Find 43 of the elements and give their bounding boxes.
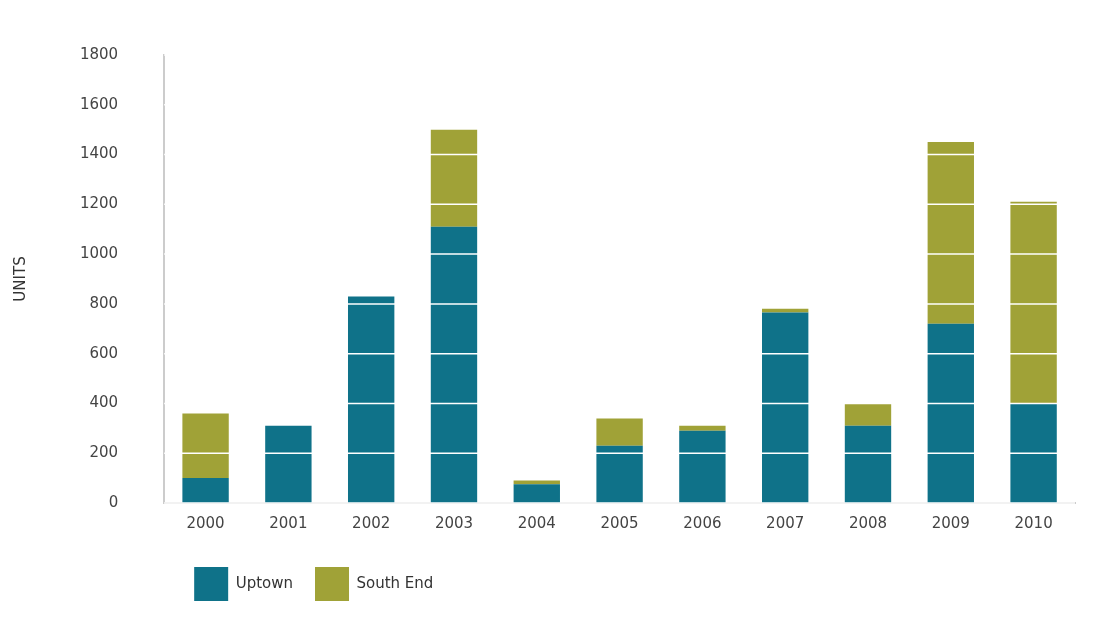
y-axis-title: UNITS (10, 256, 29, 302)
y-tick-label: 1200 (79, 194, 119, 213)
x-tick-label: 2004 (517, 513, 556, 532)
x-tick-label: 2000 (186, 513, 225, 532)
bar (762, 308, 809, 313)
bar (348, 296, 395, 503)
x-tick-label: 2002 (352, 513, 391, 532)
bar (844, 403, 892, 426)
bar (1010, 201, 1057, 404)
x-tick-label: 2007 (766, 513, 805, 532)
y-tick-label: 1000 (79, 244, 119, 262)
x-tick-label: 2003 (434, 513, 474, 532)
x-tick-label: 2006 (683, 513, 722, 532)
bar (182, 413, 229, 479)
x-tick-label: 2005 (600, 513, 639, 532)
bar (844, 425, 892, 503)
bar (182, 478, 229, 503)
bar (762, 312, 809, 503)
y-tick-label: 600 (89, 343, 119, 362)
bar (430, 226, 478, 503)
x-tick-label: 2009 (931, 513, 970, 532)
bar (596, 445, 643, 503)
bar (679, 430, 726, 503)
y-tick-label: 1400 (79, 144, 119, 163)
bar (596, 418, 643, 446)
y-tick-label: 400 (89, 393, 119, 412)
bar (513, 484, 560, 503)
bar (927, 323, 974, 503)
y-tick-label: 1800 (79, 44, 119, 63)
bar (1010, 403, 1057, 503)
x-tick-label: 2008 (848, 513, 888, 532)
y-tick-label: 1600 (79, 94, 119, 113)
legend-label: South End (356, 573, 434, 592)
bar (430, 129, 478, 227)
y-tick-label: 200 (89, 443, 119, 462)
bar (679, 425, 726, 431)
x-tick-label: 2001 (269, 513, 308, 532)
bar (265, 425, 312, 503)
legend-label: Uptown (235, 573, 294, 592)
x-tick-label: 2010 (1014, 513, 1053, 532)
y-tick-label: 800 (89, 293, 119, 312)
y-tick-label: 0 (108, 492, 119, 511)
bar (927, 142, 974, 324)
